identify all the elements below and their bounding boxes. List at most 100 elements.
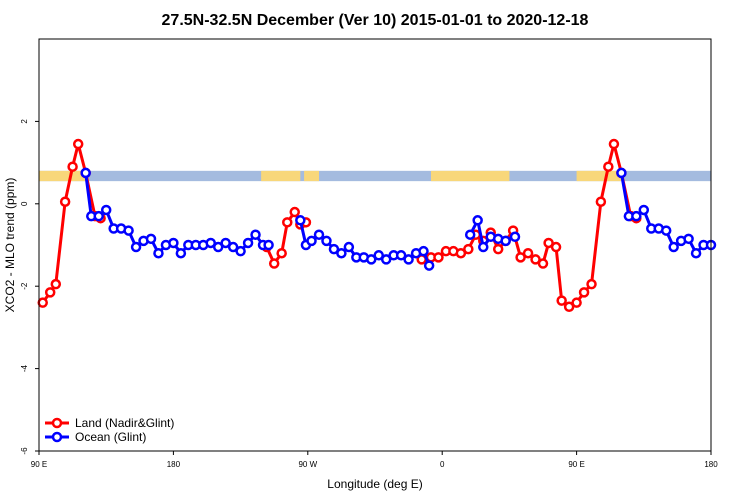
series-1-point-0-7 bbox=[130, 241, 142, 253]
series-1-point-0-17 bbox=[205, 237, 216, 249]
land-strip-segment-0 bbox=[39, 170, 86, 182]
series-1-point-1-6 bbox=[336, 247, 347, 259]
series-0-point-1-3 bbox=[282, 217, 293, 228]
y-tick-label-3: -4 bbox=[20, 364, 29, 372]
series-1-point-0-13 bbox=[175, 247, 187, 259]
x-tick-label-5: 180 bbox=[704, 460, 718, 469]
series-1-point-0-10 bbox=[153, 247, 164, 259]
series-1-point-0-9 bbox=[145, 233, 157, 245]
land-ocean-strip bbox=[39, 170, 711, 182]
series-0-point-2-21 bbox=[571, 297, 582, 308]
series-1-point-2-1 bbox=[472, 215, 483, 226]
y-tick-label-0: 2 bbox=[20, 119, 29, 124]
y-tick-label-1: 0 bbox=[20, 201, 29, 206]
legend-marker-0 bbox=[51, 417, 63, 429]
series-1-point-0-21 bbox=[235, 245, 246, 257]
series-layer bbox=[37, 138, 717, 313]
series-0-point-0-4 bbox=[67, 161, 78, 172]
series-1-point-1-0 bbox=[295, 215, 306, 226]
series-1-point-1-18 bbox=[423, 260, 435, 271]
chart-title: 27.5N-32.5N December (Ver 10) 2015-01-01… bbox=[162, 12, 589, 29]
series-1-point-1-15 bbox=[403, 254, 414, 265]
series-0-point-2-5 bbox=[455, 247, 467, 259]
series-1-point-0-6 bbox=[123, 225, 134, 236]
series-1-point-2-5 bbox=[500, 235, 511, 247]
series-0-point-2-16 bbox=[537, 258, 549, 269]
x-tick-label-1: 180 bbox=[167, 460, 181, 469]
y-tick-label-2: -2 bbox=[20, 282, 29, 290]
series-1-point-0-12 bbox=[168, 237, 179, 249]
series-0-point-2-15 bbox=[530, 254, 541, 265]
series-1-point-1-4 bbox=[321, 235, 332, 247]
land-strip-segment-2 bbox=[304, 170, 319, 182]
series-1-point-3-10 bbox=[690, 247, 702, 259]
series-1-point-0-2 bbox=[93, 210, 104, 222]
series-0-point-2-25 bbox=[603, 161, 614, 172]
series-1-point-3-9 bbox=[683, 233, 694, 245]
plot-frame bbox=[38, 38, 712, 452]
series-0-point-1-4 bbox=[289, 206, 300, 218]
series-0-point-2-23 bbox=[586, 278, 597, 290]
series-1-point-3-2 bbox=[631, 210, 642, 222]
series-0-point-2-2 bbox=[433, 252, 444, 263]
series-1-point-1-12 bbox=[380, 254, 392, 265]
series-0-point-0-3 bbox=[59, 196, 71, 207]
series-0-point-2-24 bbox=[595, 196, 607, 207]
series-1-point-0-18 bbox=[212, 241, 224, 253]
series-0-point-2-18 bbox=[550, 241, 562, 253]
series-1-point-3-6 bbox=[660, 225, 672, 236]
land-strip-segment-4 bbox=[576, 170, 624, 182]
series-0-point-2-13 bbox=[515, 252, 526, 263]
series-1-point-1-11 bbox=[373, 250, 384, 261]
series-1-point-1-14 bbox=[395, 250, 407, 261]
legend-label-0: Land (Nadir&Glint) bbox=[75, 416, 174, 430]
series-0-point-2-22 bbox=[578, 287, 590, 298]
series-0-point-2-17 bbox=[543, 237, 554, 249]
series-1-point-1-5 bbox=[328, 243, 340, 255]
series-1-point-2-2 bbox=[478, 241, 489, 253]
series-1-point-3-0 bbox=[616, 167, 627, 179]
land-strip-segment-1 bbox=[261, 170, 301, 182]
x-tick-label-3: 0 bbox=[440, 460, 445, 469]
series-0-point-2-20 bbox=[563, 301, 575, 313]
series-1-point-3-3 bbox=[638, 204, 650, 216]
series-0-point-2-10 bbox=[492, 243, 504, 255]
series-1-point-0-19 bbox=[220, 237, 231, 249]
series-1-point-1-10 bbox=[366, 254, 377, 265]
series-0-point-2-14 bbox=[522, 247, 534, 259]
y-tick-label-4: -6 bbox=[20, 447, 29, 455]
series-1-point-0-23 bbox=[250, 229, 261, 240]
legend-marker-1 bbox=[51, 431, 63, 443]
x-tick-label-2: 90 W bbox=[298, 460, 317, 469]
series-1-point-0-20 bbox=[227, 241, 239, 253]
series-1-point-0-22 bbox=[242, 237, 254, 249]
ocean-strip bbox=[39, 170, 711, 182]
series-1-point-1-17 bbox=[418, 245, 429, 257]
series-0-point-0-0 bbox=[37, 297, 48, 308]
series-1 bbox=[80, 167, 717, 271]
series-1-point-2-6 bbox=[509, 231, 521, 243]
series-1-point-1-3 bbox=[313, 229, 325, 240]
series-1-point-3-7 bbox=[668, 241, 679, 253]
series-1-point-0-3 bbox=[100, 204, 112, 216]
series-0-point-0-1 bbox=[44, 287, 56, 298]
x-tick-label-0: 90 E bbox=[31, 460, 47, 469]
series-0-point-1-2 bbox=[276, 247, 287, 259]
legend-label-1: Ocean (Glint) bbox=[75, 430, 146, 444]
x-tick-label-4: 90 E bbox=[568, 460, 584, 469]
series-0-point-2-6 bbox=[463, 243, 474, 255]
land-strip-segment-3 bbox=[431, 170, 510, 182]
series-1-point-0-0 bbox=[80, 167, 91, 179]
series-0-point-0-2 bbox=[50, 278, 62, 290]
x-axis-label: Longitude (deg E) bbox=[327, 477, 422, 491]
series-1-point-2-0 bbox=[464, 229, 476, 240]
series-1-point-1-7 bbox=[343, 241, 355, 253]
series-1-point-0-25 bbox=[263, 239, 274, 251]
series-0-point-2-19 bbox=[556, 295, 567, 306]
series-1-point-1-2 bbox=[306, 235, 317, 247]
legend: Land (Nadir&Glint)Ocean (Glint) bbox=[45, 416, 174, 444]
tick-labels: 90 E 180 90 W 0 90 E 180 2 0 -2 -4 -6 bbox=[20, 119, 718, 469]
series-0-point-2-26 bbox=[608, 138, 620, 150]
y-axis-label: XCO2 - MLO trend (ppm) bbox=[3, 178, 17, 313]
